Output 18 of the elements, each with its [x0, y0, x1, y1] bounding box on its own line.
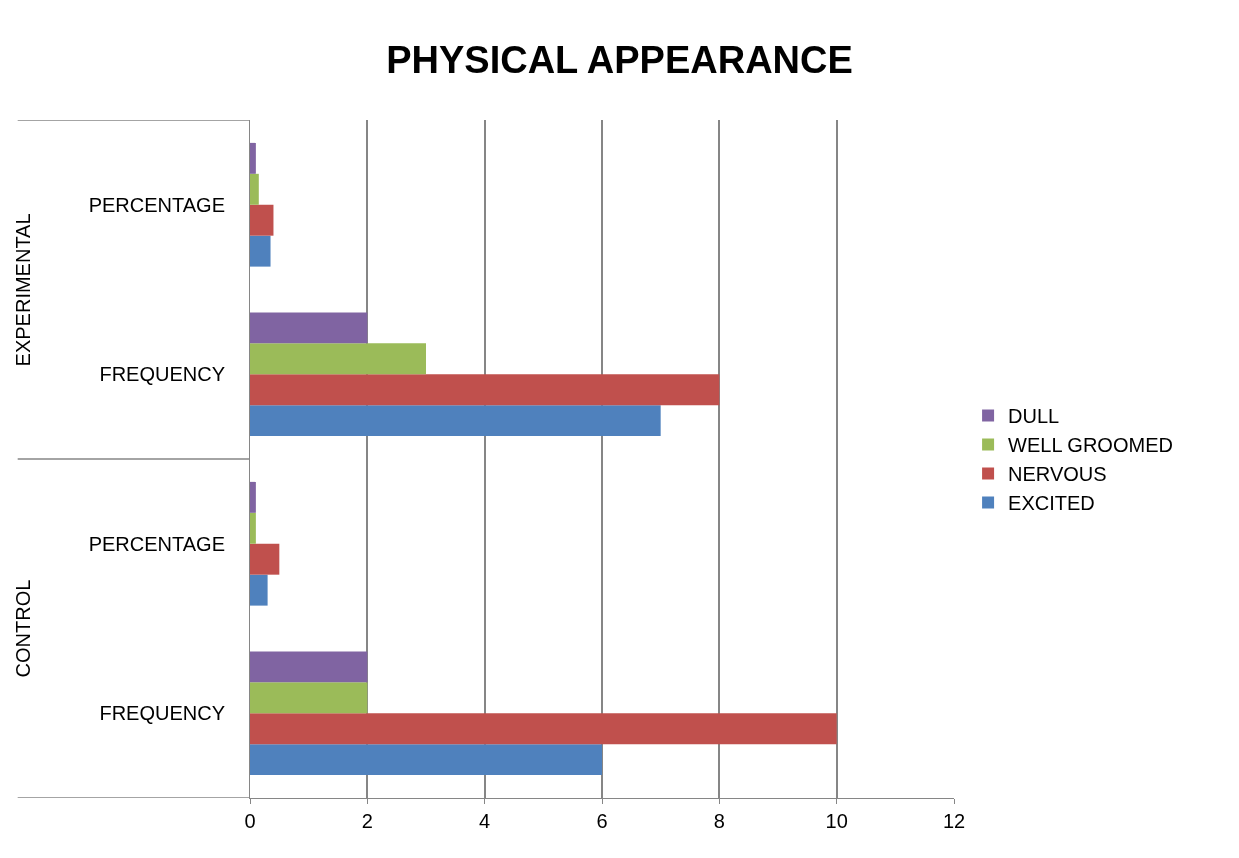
y-tick-label: FREQUENCY — [99, 363, 225, 386]
legend-label: EXCITED — [1008, 492, 1095, 515]
x-tick-label: 4 — [479, 810, 491, 832]
legend-label: DULL — [1008, 405, 1060, 428]
x-tick-label: 8 — [713, 810, 725, 832]
y-tick-label: FREQUENCY — [99, 702, 225, 725]
y-tick-label: PERCENTAGE — [88, 193, 225, 216]
x-tick-label: 12 — [942, 810, 966, 832]
chart-title: PHYSICAL APPEARANCE — [386, 39, 853, 82]
x-tick-label: 10 — [825, 810, 848, 832]
legend-label: NERVOUS — [1008, 463, 1107, 486]
x-tick-label: 2 — [361, 810, 373, 832]
legend-label: WELL GROOMED — [1008, 434, 1173, 457]
x-tick-label: 0 — [244, 810, 256, 832]
y-tick-label: PERCENTAGE — [88, 532, 225, 555]
text: EXPERIMENTAL — [12, 213, 35, 367]
text: CONTROL — [12, 579, 35, 678]
x-tick-label: 6 — [596, 810, 608, 832]
